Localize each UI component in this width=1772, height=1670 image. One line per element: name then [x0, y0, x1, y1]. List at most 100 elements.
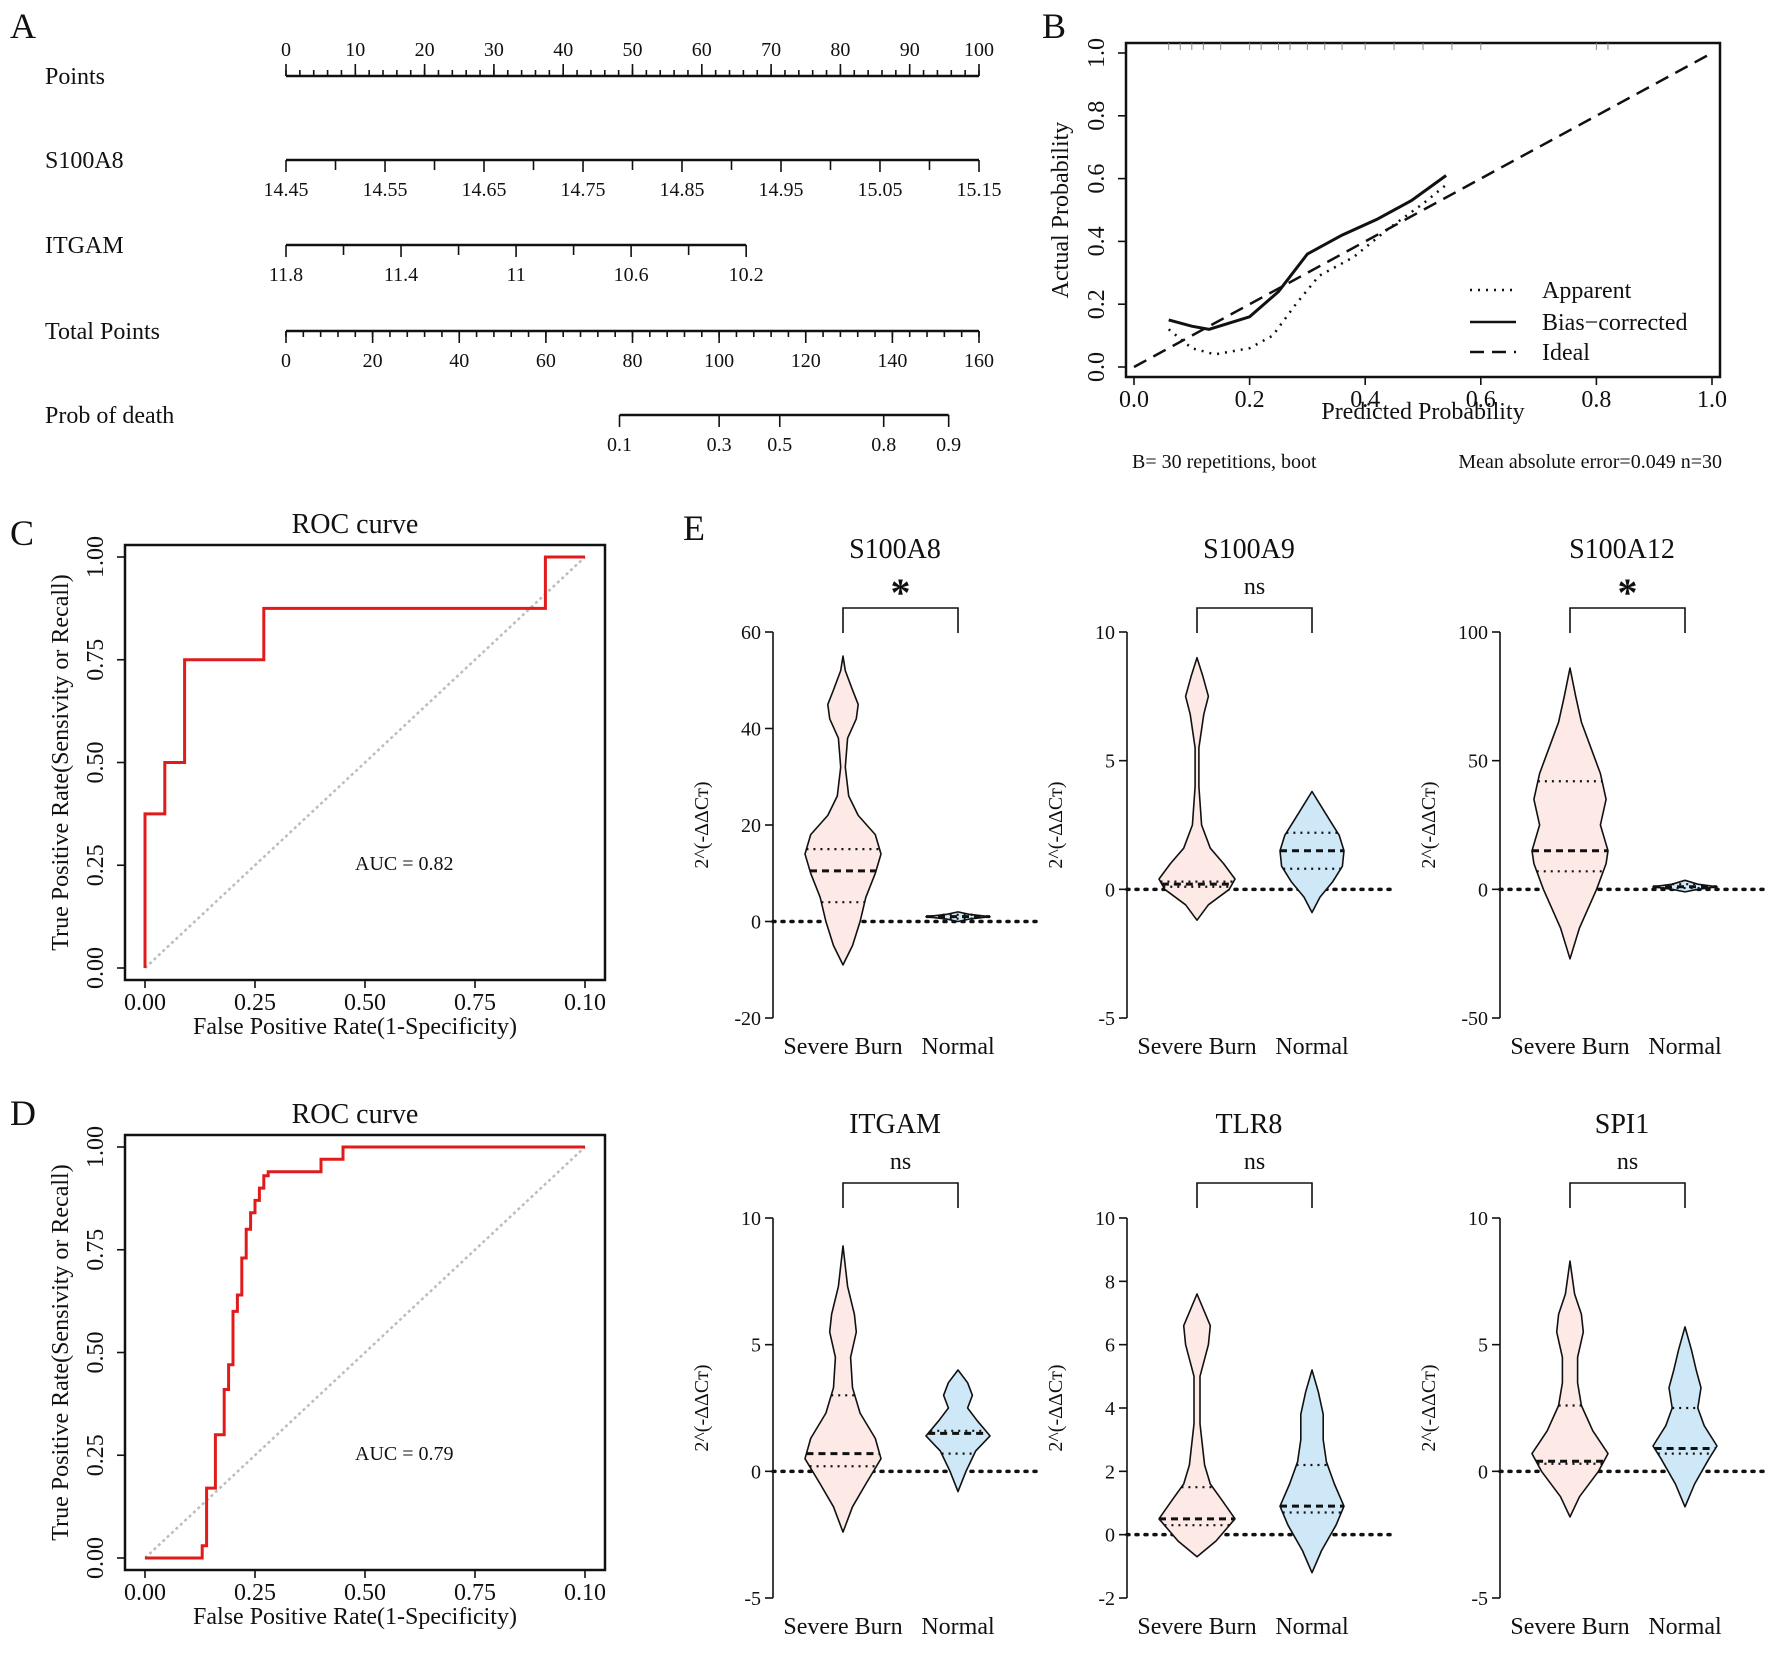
violin-shape — [925, 911, 991, 923]
nomogram-tick-label: 14.85 — [659, 179, 704, 201]
nomogram-row-label: ITGAM — [45, 233, 124, 259]
nomogram-tick-label: 140 — [877, 350, 907, 372]
nomogram-tick-label: 0.9 — [936, 434, 961, 456]
calibration-series-dotted — [1167, 183, 1447, 356]
violin-y-tick-label: 0 — [751, 1461, 761, 1483]
roc-y-tick-label: 0.50 — [83, 742, 109, 784]
legend-label: Bias−corrected — [1542, 310, 1687, 336]
violin-y-tick-label: -5 — [1471, 1588, 1488, 1610]
violin-y-axis-label: 2^(-ΔΔCᴛ) — [1418, 1364, 1440, 1451]
significance-label: ns — [890, 1149, 911, 1175]
violin-plot-s100a9: S100A9 -5 0 5 10 2^(-ΔΔCᴛ) Severe Burn Normal ns — [1045, 534, 1399, 1060]
legend-label: Ideal — [1542, 340, 1590, 366]
calibration-footer-right: Mean absolute error=0.049 n=30 — [1458, 451, 1722, 473]
violin-shape — [1158, 1293, 1236, 1558]
nomogram-tick-label: 14.75 — [561, 179, 606, 201]
violin-group-label: Normal — [1648, 1034, 1722, 1060]
calibration-x-tick-label: 0.4 — [1350, 387, 1380, 413]
calibration-x-tick-label: 0.8 — [1581, 387, 1611, 413]
roc-x-axis-label: False Positive Rate(1-Specificity) — [193, 1014, 517, 1040]
roc-y-tick-label: 0.25 — [83, 844, 109, 886]
calibration-x-axis-label: Predicted Probability — [1321, 399, 1524, 425]
violin-group-label: Normal — [1275, 1034, 1349, 1060]
violin-y-tick-label: 10 — [1095, 622, 1115, 644]
calibration-x-tick-label: 0.0 — [1119, 387, 1149, 413]
roc-diagonal-reference — [144, 1146, 586, 1559]
violin-plot-spi1: SPI1 -5 0 5 10 2^(-ΔΔCᴛ) Severe Burn Normal ns — [1418, 1109, 1772, 1640]
nomogram-tick-label: 60 — [692, 39, 712, 61]
significance-label: * — [1618, 570, 1638, 615]
nomogram-tick-label: 40 — [553, 39, 573, 61]
nomogram-tick-label: 0.1 — [607, 434, 632, 456]
nomogram-tick-label: 0.5 — [767, 434, 792, 456]
nomogram-tick-label: 0.8 — [871, 434, 896, 456]
calibration-y-tick-label: 1.0 — [1084, 38, 1110, 68]
significance-bracket — [1196, 607, 1313, 633]
violin-title: SPI1 — [1595, 1109, 1649, 1140]
nomogram-tick-label: 120 — [791, 350, 821, 372]
nomogram-tick-label: 10 — [345, 39, 365, 61]
roc-diagonal-reference — [144, 556, 586, 969]
significance-bracket — [1569, 1182, 1686, 1208]
violin-shape — [1531, 667, 1609, 960]
violin-y-tick-label: -2 — [1098, 1588, 1115, 1610]
violin-y-tick-label: 2 — [1105, 1461, 1115, 1483]
nomogram-tick-label: 15.05 — [857, 179, 902, 201]
calibration-y-tick-label: 0.2 — [1084, 289, 1110, 319]
roc-x-tick-label: 0.75 — [454, 990, 496, 1016]
violin-shape — [804, 1245, 882, 1533]
calibration-y-tick-label: 0.4 — [1084, 226, 1110, 256]
violin-y-tick-label: 5 — [1105, 751, 1115, 773]
violin-y-tick-label: 8 — [1105, 1271, 1115, 1293]
nomogram-tick-label: 80 — [830, 39, 850, 61]
nomogram-tick-label: 100 — [964, 39, 994, 61]
violin-shape — [1531, 1260, 1609, 1518]
calibration-y-tick-label: 0.6 — [1084, 164, 1110, 194]
nomogram-tick-label: 10.2 — [729, 264, 764, 286]
roc-auc-annotation: AUC = 0.82 — [355, 853, 454, 875]
roc-y-tick-label: 0.00 — [83, 947, 109, 989]
violin-title: TLR8 — [1216, 1109, 1283, 1140]
nomogram-tick-label: 50 — [623, 39, 643, 61]
significance-bracket — [842, 1182, 959, 1208]
violin-plot-itgam: ITGAM -5 0 5 10 2^(-ΔΔCᴛ) Severe Burn Normal ns — [691, 1109, 1045, 1640]
roc-y-tick-label: 1.00 — [83, 536, 109, 578]
violin-y-tick-label: 0 — [751, 912, 761, 934]
panel-d-roc: D ROC curve 0.00 0.25 0.50 0.75 0.10 0.00 0.25 0… — [10, 1093, 607, 1630]
panel-letter-c: C — [10, 513, 34, 553]
nomogram-tick-label: 80 — [623, 350, 643, 372]
violin-plot-tlr8: TLR8 -2 0 2 4 6 8 10 2^(-ΔΔCᴛ) Severe Burn Normal n… — [1045, 1109, 1399, 1640]
roc-title: ROC curve — [292, 1099, 419, 1130]
violin-plot-s100a12: S100A12 -50 0 50 100 2^(-ΔΔCᴛ) Severe Burn Norm… — [1418, 534, 1772, 1060]
violin-group-label: Severe Burn — [1137, 1614, 1256, 1640]
calibration-y-tick-label: 0.0 — [1084, 352, 1110, 382]
roc-x-tick-label: 0.10 — [564, 1580, 606, 1606]
significance-label: * — [891, 570, 911, 615]
panel-c-roc: C ROC curve 0.00 0.25 0.50 0.75 0.10 0.00 0.25 0… — [10, 509, 607, 1040]
violin-y-tick-label: -5 — [744, 1588, 761, 1610]
violin-group-label: Severe Burn — [783, 1034, 902, 1060]
roc-y-axis-label: True Positive Rate(Sensivity or Recall) — [48, 1164, 74, 1540]
violin-y-tick-label: -20 — [734, 1008, 761, 1030]
roc-x-tick-label: 0.50 — [344, 1580, 386, 1606]
legend-label: Apparent — [1542, 278, 1632, 304]
violin-shape — [804, 655, 882, 966]
nomogram-tick-label: 0 — [281, 350, 291, 372]
roc-y-tick-label: 1.00 — [83, 1126, 109, 1168]
violin-group-label: Severe Burn — [783, 1614, 902, 1640]
panel-letter-e: E — [683, 508, 705, 548]
significance-label: ns — [1617, 1149, 1638, 1175]
nomogram-tick-label: 30 — [484, 39, 504, 61]
nomogram-tick-label: 90 — [900, 39, 920, 61]
violin-shape — [925, 1369, 991, 1493]
violin-plot-s100a8: S100A8 -20 0 20 40 60 2^(-ΔΔCᴛ) Severe Burn Norm… — [691, 534, 1045, 1060]
panel-b-calibration: B 0.0 0.2 0.4 0.6 0.8 1.0 0.0 0.2 0.4 0.6 0.8 1.0 Pr… — [1042, 6, 1727, 473]
violin-y-tick-label: 40 — [741, 719, 761, 741]
nomogram-tick-label: 11 — [506, 264, 525, 286]
violin-y-tick-label: -50 — [1461, 1008, 1488, 1030]
roc-y-axis-label: True Positive Rate(Sensivity or Recall) — [48, 574, 74, 950]
violin-shape — [1652, 879, 1718, 893]
nomogram-row-label: S100A8 — [45, 148, 124, 174]
panel-letter-a: A — [10, 6, 36, 46]
